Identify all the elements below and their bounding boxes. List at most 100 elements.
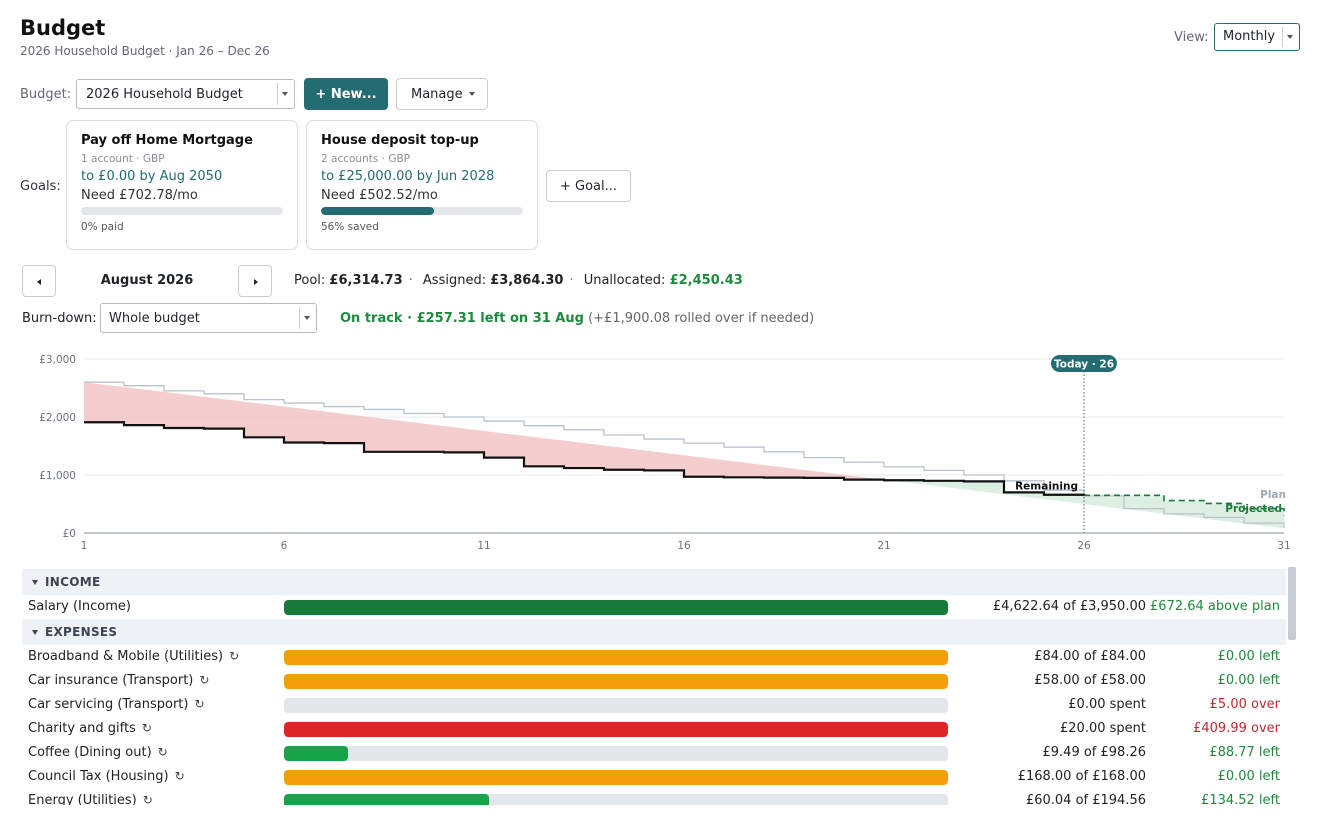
- category-progress-fill: [284, 722, 948, 737]
- budget-select[interactable]: 2026 Household Budget: [76, 79, 295, 109]
- burn-down-status-main: On track · £257.31 left on 31 Aug: [340, 311, 584, 326]
- goal-target: to £0.00 by Aug 2050: [81, 169, 223, 184]
- goal-meta: 1 account · GBP: [81, 153, 165, 165]
- category-name-text: Broadband & Mobile (Utilities): [28, 649, 224, 664]
- category-name: Coffee (Dining out) ↻: [28, 745, 168, 760]
- section-title: INCOME: [45, 575, 101, 589]
- chevron-left-icon: [37, 279, 41, 285]
- category-row[interactable]: Salary (Income) £4,622.64 of £3,950.00 £67…: [22, 595, 1286, 619]
- x-tick-label: 16: [677, 540, 691, 552]
- category-status: £88.77 left: [1209, 745, 1280, 760]
- over-plan-area: [84, 382, 904, 483]
- burn-down-status-note: (+£1,900.08 rolled over if needed): [588, 311, 815, 326]
- prev-month-button[interactable]: [22, 265, 56, 297]
- view-select[interactable]: Monthly: [1214, 23, 1300, 51]
- category-status: £672.64 above plan: [1150, 599, 1280, 614]
- add-goal-button[interactable]: + Goal...: [546, 170, 631, 202]
- repeat-icon: ↻: [157, 745, 168, 759]
- category-progress-bar: [284, 650, 948, 665]
- category-row[interactable]: Car servicing (Transport) ↻ £0.00 spent £5.…: [22, 693, 1286, 717]
- repeat-icon: ↻: [194, 697, 205, 711]
- burn-down-select-value: Whole budget: [109, 311, 200, 326]
- remaining-label: Remaining: [1015, 480, 1078, 492]
- category-row[interactable]: Coffee (Dining out) ↻ £9.49 of £98.26 £88.7…: [22, 741, 1286, 765]
- category-status: £134.52 left: [1201, 793, 1280, 805]
- x-tick-label: 1: [81, 540, 88, 552]
- section-header-income[interactable]: INCOME: [22, 569, 1286, 595]
- x-tick-label: 31: [1277, 540, 1290, 552]
- budget-label: Budget:: [20, 87, 72, 102]
- goal-card[interactable]: House deposit top-up 2 accounts · GBP to…: [306, 120, 538, 250]
- category-amount: £0.00 spent: [1068, 697, 1146, 712]
- burn-down-select-divider: [299, 307, 300, 329]
- category-name: Charity and gifts ↻: [28, 721, 152, 736]
- category-amount: £60.04 of £194.56: [1025, 793, 1146, 805]
- goals-label: Goals:: [20, 179, 61, 194]
- y-tick-label: £1,000: [39, 470, 76, 482]
- burn-down-label: Burn-down:: [22, 311, 97, 326]
- repeat-icon: ↻: [141, 721, 152, 735]
- x-tick-label: 6: [281, 540, 288, 552]
- section-header-expenses[interactable]: EXPENSES: [22, 619, 1286, 645]
- chevron-right-icon: [254, 279, 258, 285]
- view-select-value: Monthly: [1223, 29, 1276, 44]
- category-progress-fill: [284, 794, 490, 805]
- view-select-divider: [1282, 27, 1283, 47]
- burn-down-status: On track · £257.31 left on 31 Aug (+£1,9…: [340, 311, 814, 326]
- page-subtitle: 2026 Household Budget · Jan 26 – Dec 26: [20, 44, 270, 58]
- unallocated-label: Unallocated:: [583, 273, 666, 288]
- month-label: August 2026: [100, 273, 194, 288]
- manage-button[interactable]: Manage: [396, 78, 488, 110]
- budget-select-divider: [277, 83, 278, 105]
- category-status: £0.00 left: [1217, 649, 1280, 664]
- assigned-label: Assigned:: [422, 273, 487, 288]
- y-tick-label: £0: [63, 528, 76, 540]
- category-row[interactable]: Energy (Utilities) ↻ £60.04 of £194.56 £134…: [22, 789, 1286, 805]
- category-progress-bar: [284, 746, 948, 761]
- x-tick-label: 26: [1077, 540, 1091, 552]
- category-row[interactable]: Charity and gifts ↻ £20.00 spent £409.99 ov…: [22, 717, 1286, 741]
- repeat-icon: ↻: [174, 769, 185, 783]
- repeat-icon: ↻: [199, 673, 210, 687]
- new-budget-button[interactable]: + New...: [304, 78, 388, 110]
- table-scrollbar[interactable]: [1288, 567, 1296, 640]
- goal-progress-fill: [321, 207, 435, 215]
- category-status: £0.00 left: [1217, 769, 1280, 784]
- category-name: Car insurance (Transport) ↻: [28, 673, 209, 688]
- pool-value: £6,314.73: [329, 273, 403, 288]
- category-name: Car servicing (Transport) ↻: [28, 697, 205, 712]
- category-row[interactable]: Car insurance (Transport) ↻ £58.00 of £58.…: [22, 669, 1286, 693]
- category-name-text: Energy (Utilities): [28, 793, 137, 805]
- goal-status: 56% saved: [321, 221, 379, 233]
- category-row[interactable]: Council Tax (Housing) ↻ £168.00 of £168.00…: [22, 765, 1286, 789]
- category-amount: £20.00 spent: [1060, 721, 1146, 736]
- today-badge: [1051, 355, 1117, 372]
- category-name-text: Council Tax (Housing): [28, 769, 169, 784]
- repeat-icon: ↻: [229, 649, 240, 663]
- category-progress-bar: [284, 600, 948, 615]
- view-label: View:: [1174, 30, 1209, 45]
- y-tick-label: £3,000: [39, 354, 76, 366]
- burn-down-select[interactable]: Whole budget: [100, 303, 317, 333]
- category-name: Broadband & Mobile (Utilities) ↻: [28, 649, 239, 664]
- category-row[interactable]: Broadband & Mobile (Utilities) ↻ £84.00 of…: [22, 645, 1286, 669]
- category-progress-fill: [284, 650, 948, 665]
- category-name: Council Tax (Housing) ↻: [28, 769, 185, 784]
- category-name-text: Coffee (Dining out): [28, 745, 152, 760]
- page-title: Budget: [20, 16, 106, 40]
- projected-label: Projected: [1225, 503, 1282, 515]
- category-progress-bar: [284, 722, 948, 737]
- goal-card[interactable]: Pay off Home Mortgage 1 account · GBP to…: [66, 120, 298, 250]
- goal-name: Pay off Home Mortgage: [81, 133, 253, 148]
- next-month-button[interactable]: [238, 265, 272, 297]
- category-name: Salary (Income): [28, 599, 131, 614]
- category-progress-fill: [284, 770, 948, 785]
- goal-meta: 2 accounts · GBP: [321, 153, 411, 165]
- pool-label: Pool:: [294, 273, 326, 288]
- chevron-down-icon: [282, 92, 288, 96]
- category-progress-fill: [284, 746, 349, 761]
- category-amount: £84.00 of £84.00: [1034, 649, 1146, 664]
- x-tick-label: 21: [877, 540, 890, 552]
- category-progress-bar: [284, 698, 948, 713]
